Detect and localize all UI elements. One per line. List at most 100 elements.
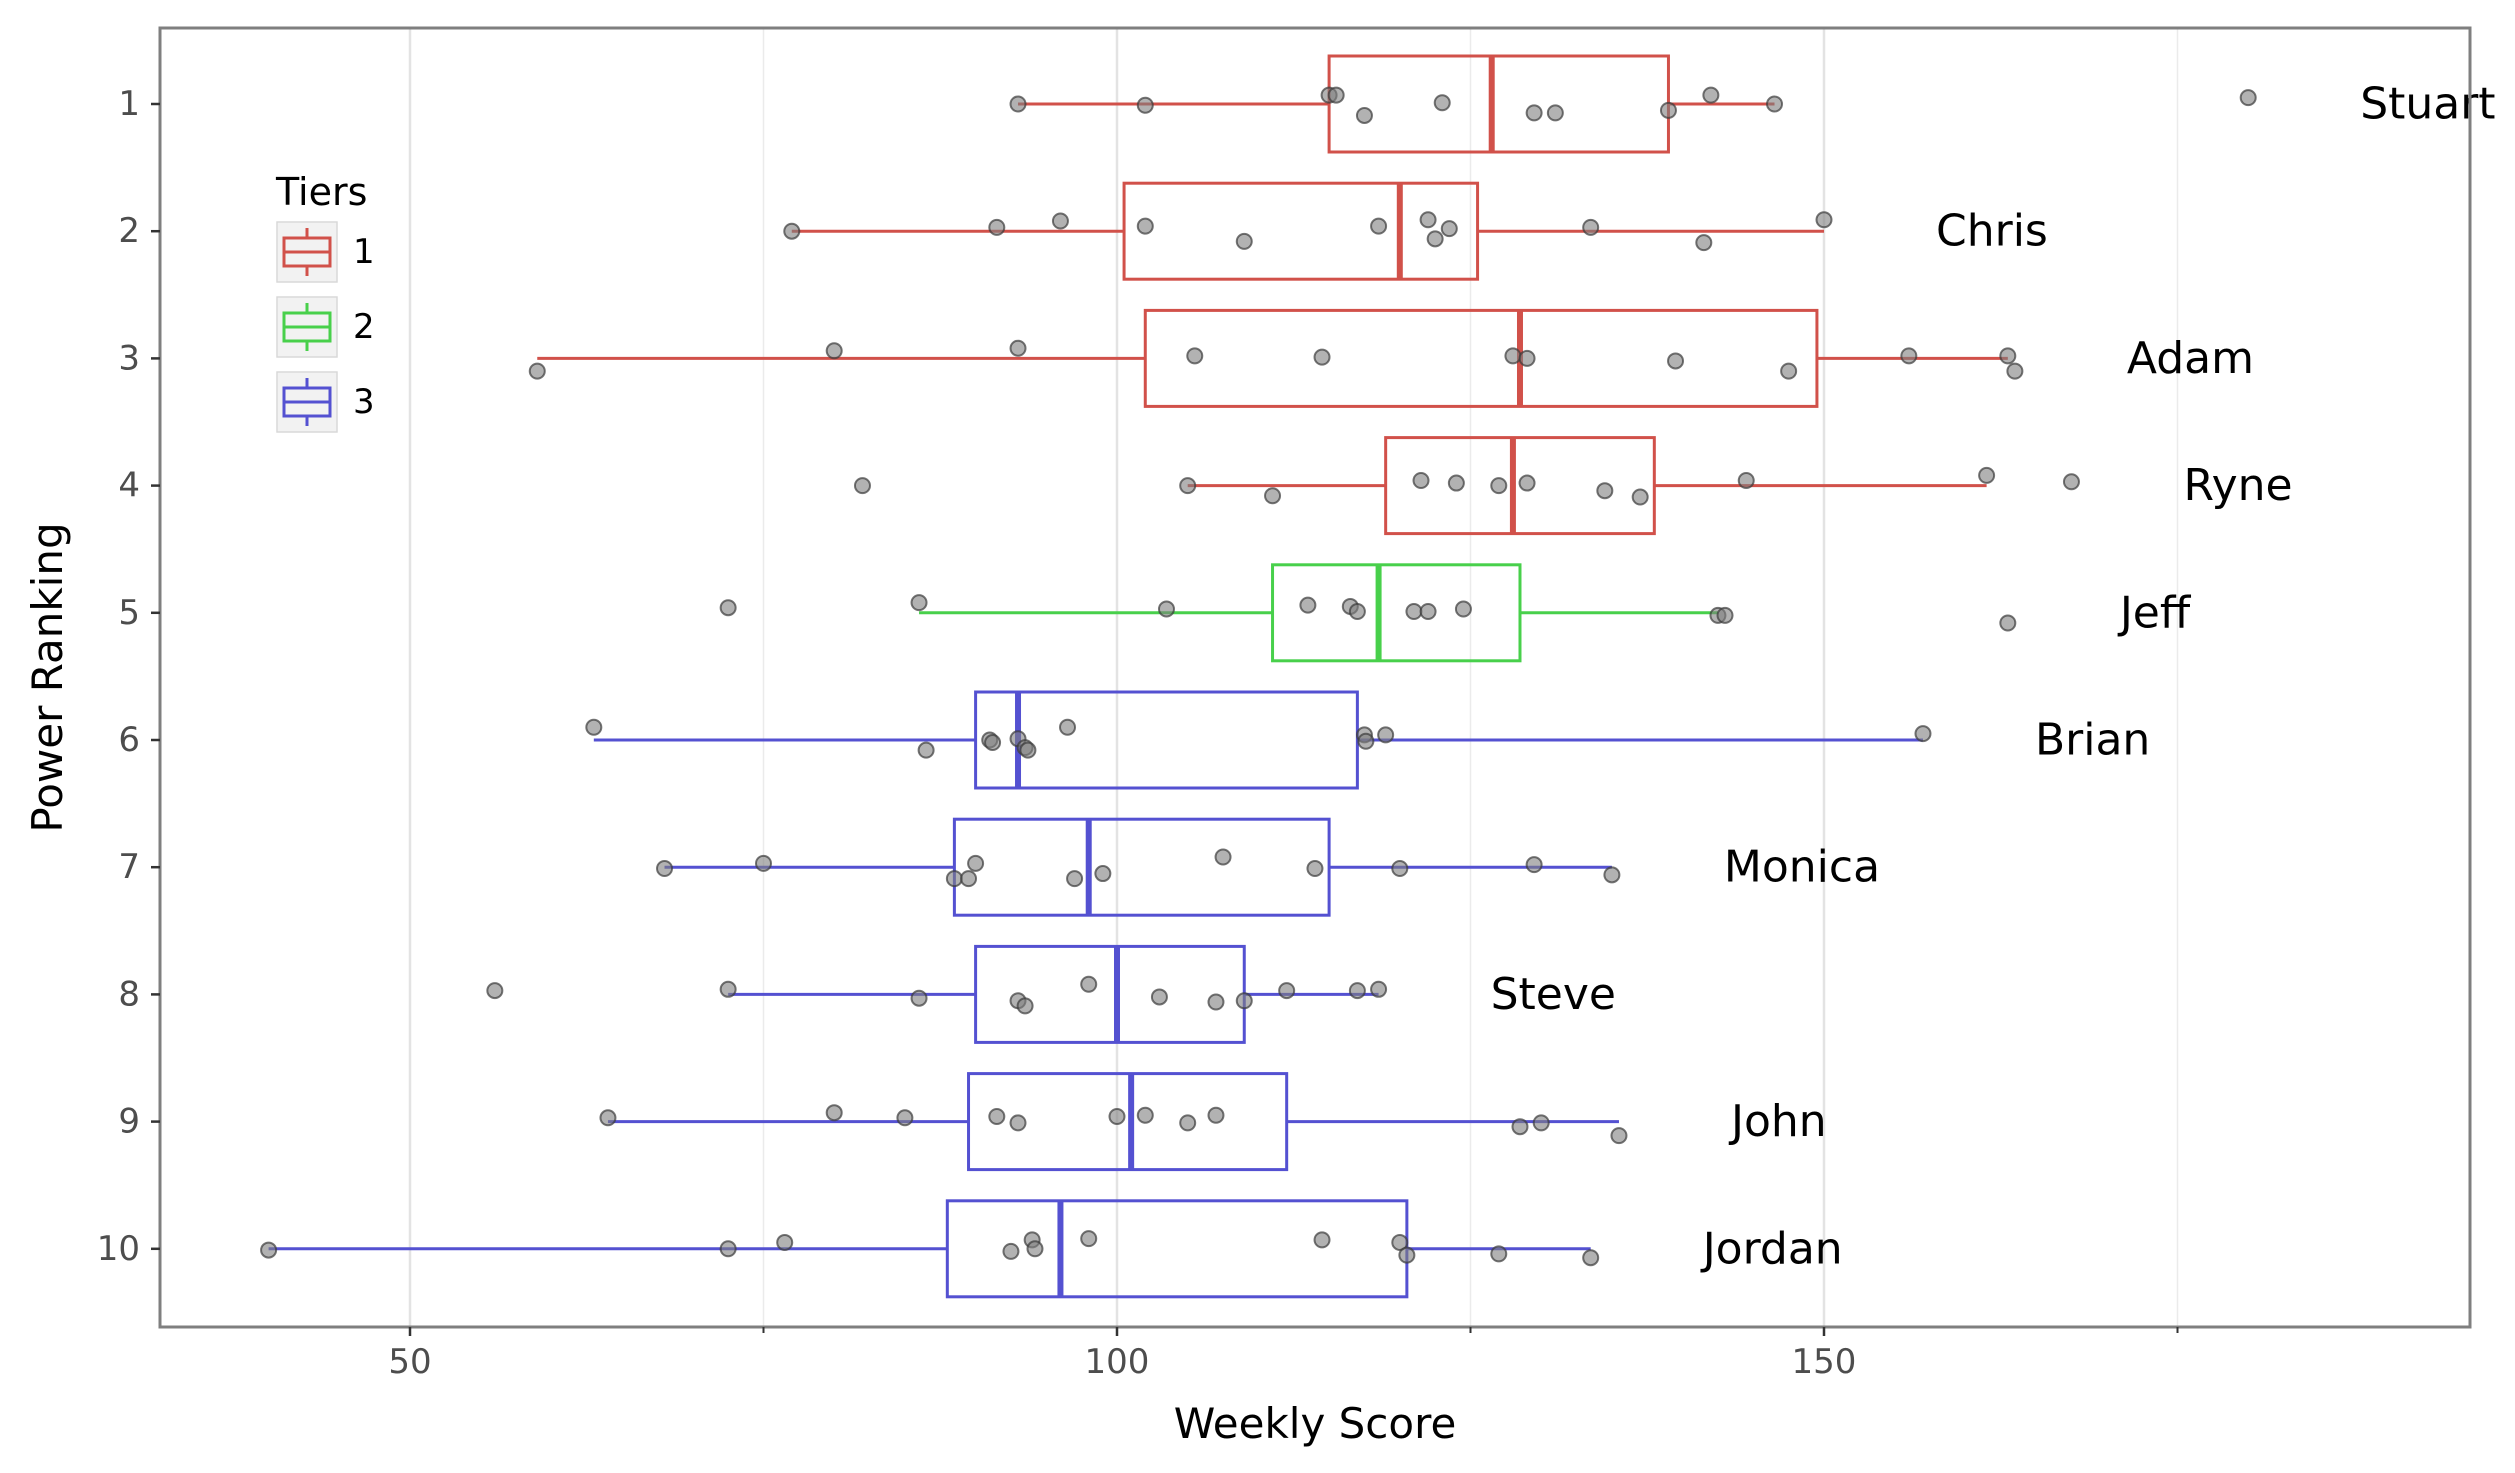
data-point <box>1518 349 1536 367</box>
data-point <box>1157 600 1175 618</box>
data-point <box>896 1109 914 1127</box>
data-point <box>2006 362 2024 380</box>
y-tick-label: 2 <box>118 211 140 251</box>
data-point <box>1357 732 1375 750</box>
data-point <box>1391 1233 1409 1251</box>
data-point <box>1235 992 1253 1010</box>
data-point <box>1766 95 1784 113</box>
data-point <box>260 1241 278 1259</box>
box-iqr <box>1143 308 1819 408</box>
data-point <box>1179 477 1197 495</box>
y-tick-label: 6 <box>118 720 140 760</box>
data-point <box>1313 1231 1331 1249</box>
data-point <box>1518 474 1536 492</box>
x-axis-title: Weekly Score <box>1174 1399 1457 1448</box>
data-point <box>1009 95 1027 113</box>
legend-label: 3 <box>353 382 375 422</box>
data-point <box>719 980 737 998</box>
y-tick-label: 5 <box>118 593 140 633</box>
y-axis: 1 2 3 4 5 6 7 8 9 10 <box>97 84 160 1269</box>
data-point <box>783 222 801 240</box>
data-point <box>1051 212 1069 230</box>
data-point <box>910 989 928 1007</box>
data-point <box>825 342 843 360</box>
data-point <box>1426 230 1444 248</box>
box-team-brian <box>593 690 1923 790</box>
box-iqr <box>1271 563 1522 663</box>
y-axis-title: Power Ranking <box>23 522 72 832</box>
y-tick-label: 8 <box>118 974 140 1014</box>
data-point <box>1490 1245 1508 1263</box>
data-point <box>1667 352 1685 370</box>
data-point <box>1306 859 1324 877</box>
data-point <box>1999 347 2017 365</box>
data-point <box>776 1233 794 1251</box>
x-tick-label: 150 <box>1792 1342 1857 1382</box>
legend-key-tier-3 <box>276 371 338 433</box>
data-point <box>528 362 546 380</box>
box-team-jeff <box>919 563 1718 663</box>
data-point <box>1348 603 1366 621</box>
data-point <box>1348 982 1366 1000</box>
team-name-label: Chris <box>1936 206 2048 257</box>
data-point <box>486 982 504 1000</box>
data-point <box>1391 859 1409 877</box>
team-name-label: Ryne <box>2183 460 2292 511</box>
legend-title: Tiers <box>275 170 367 214</box>
x-tick-label: 100 <box>1085 1342 1150 1382</box>
legend-label: 1 <box>353 232 375 272</box>
data-point <box>1405 603 1423 621</box>
data-point <box>1582 218 1600 236</box>
data-point <box>1136 1106 1154 1124</box>
data-point <box>755 854 772 872</box>
team-name-label: Adam <box>2127 333 2254 384</box>
team-name-label: Monica <box>1724 842 1880 893</box>
box-team-chris <box>791 181 1824 281</box>
data-point <box>1026 1240 1044 1258</box>
data-point <box>1610 1127 1628 1145</box>
data-point <box>1370 980 1388 998</box>
box-iqr <box>1122 181 1480 281</box>
data-point <box>1419 211 1437 229</box>
box-iqr <box>974 690 1359 790</box>
y-tick-label: 1 <box>118 84 140 124</box>
data-point <box>1914 725 1932 743</box>
data-point <box>1603 866 1621 884</box>
box-iqr <box>952 817 1331 917</box>
data-point <box>1186 347 1204 365</box>
data-point <box>1019 741 1037 759</box>
data-point <box>984 734 1002 752</box>
data-point <box>960 870 978 888</box>
data-point <box>1695 234 1713 252</box>
data-point <box>945 870 963 888</box>
x-tick-label: 50 <box>388 1342 431 1382</box>
data-point <box>2062 473 2080 491</box>
data-point <box>1440 220 1458 238</box>
data-point <box>1278 982 1296 1000</box>
data-point <box>2239 89 2257 107</box>
data-point <box>853 477 871 495</box>
box-iqr <box>1384 436 1656 536</box>
data-point <box>1327 86 1345 104</box>
data-point <box>1009 1114 1027 1132</box>
data-point <box>825 1104 843 1122</box>
data-point <box>1136 217 1154 235</box>
data-point <box>988 1108 1006 1126</box>
data-point <box>1631 488 1649 506</box>
data-point <box>1412 472 1430 490</box>
gridlines <box>408 28 2179 1327</box>
box-team-ryne <box>1187 436 1987 536</box>
data-point <box>1094 865 1112 883</box>
x-axis: 50 100 150 <box>388 1327 2179 1382</box>
data-point <box>1659 101 1677 119</box>
team-name-label: John <box>1728 1096 1827 1147</box>
y-tick-label: 9 <box>118 1102 140 1142</box>
team-name-label: Brian <box>2035 715 2150 766</box>
data-point <box>1080 975 1098 993</box>
data-point <box>1370 217 1388 235</box>
data-point <box>967 854 985 872</box>
data-point <box>1313 348 1331 366</box>
data-point <box>1235 232 1253 250</box>
y-tick-label: 3 <box>118 338 140 378</box>
